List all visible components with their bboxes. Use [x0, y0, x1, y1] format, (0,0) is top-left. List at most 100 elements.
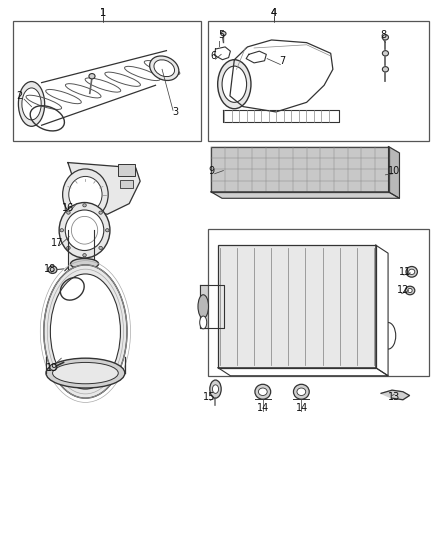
Ellipse shape — [212, 385, 219, 393]
Text: 4: 4 — [271, 9, 277, 18]
Ellipse shape — [50, 364, 57, 370]
Polygon shape — [389, 147, 399, 198]
Ellipse shape — [60, 229, 64, 232]
Ellipse shape — [53, 362, 118, 384]
Polygon shape — [68, 264, 94, 266]
Polygon shape — [68, 240, 94, 242]
Ellipse shape — [67, 246, 70, 249]
Polygon shape — [68, 276, 94, 278]
Text: 14: 14 — [296, 403, 308, 413]
Ellipse shape — [293, 384, 309, 399]
Ellipse shape — [65, 210, 104, 251]
Ellipse shape — [99, 211, 102, 214]
Ellipse shape — [89, 74, 95, 79]
Polygon shape — [223, 110, 339, 122]
Ellipse shape — [255, 384, 271, 399]
Ellipse shape — [67, 211, 70, 214]
Ellipse shape — [221, 31, 226, 36]
Polygon shape — [68, 252, 94, 254]
Polygon shape — [68, 261, 94, 264]
Text: 17: 17 — [51, 238, 63, 247]
Polygon shape — [68, 249, 94, 252]
Ellipse shape — [46, 358, 125, 388]
Polygon shape — [376, 245, 388, 376]
Polygon shape — [68, 237, 94, 240]
Ellipse shape — [83, 254, 86, 257]
Ellipse shape — [154, 60, 175, 77]
Polygon shape — [68, 235, 94, 237]
Ellipse shape — [222, 66, 247, 102]
Text: 8: 8 — [380, 30, 386, 39]
Polygon shape — [215, 47, 230, 60]
Polygon shape — [68, 259, 94, 261]
Ellipse shape — [406, 266, 417, 277]
Polygon shape — [68, 256, 94, 259]
Polygon shape — [68, 297, 94, 300]
Text: 4: 4 — [271, 9, 277, 18]
Polygon shape — [68, 230, 94, 232]
Text: 1: 1 — [100, 9, 106, 18]
Polygon shape — [68, 293, 94, 295]
Ellipse shape — [63, 169, 108, 220]
Text: 7: 7 — [279, 56, 286, 66]
Text: 13: 13 — [388, 392, 400, 402]
Polygon shape — [230, 40, 333, 112]
Ellipse shape — [198, 295, 208, 318]
Ellipse shape — [200, 316, 207, 329]
Polygon shape — [68, 247, 94, 249]
Polygon shape — [68, 278, 94, 280]
Bar — [211, 147, 389, 192]
Polygon shape — [246, 51, 266, 63]
Ellipse shape — [48, 266, 57, 273]
Bar — [118, 164, 135, 176]
Ellipse shape — [382, 35, 389, 40]
Text: 3: 3 — [172, 107, 178, 117]
Text: 11: 11 — [399, 267, 411, 277]
Ellipse shape — [69, 176, 102, 213]
Polygon shape — [68, 271, 94, 273]
Polygon shape — [218, 368, 388, 376]
Polygon shape — [68, 283, 94, 285]
Text: 5: 5 — [218, 30, 224, 39]
Bar — [218, 245, 376, 368]
Ellipse shape — [44, 265, 127, 398]
Text: 10: 10 — [388, 166, 400, 175]
Ellipse shape — [382, 51, 389, 56]
Text: 16: 16 — [62, 203, 74, 213]
Text: 6: 6 — [211, 51, 217, 61]
Ellipse shape — [382, 67, 389, 72]
Text: 15: 15 — [203, 392, 215, 402]
Polygon shape — [68, 232, 94, 235]
Polygon shape — [68, 266, 94, 269]
Polygon shape — [68, 254, 94, 256]
Text: 1: 1 — [100, 9, 106, 18]
Text: 19: 19 — [46, 363, 59, 373]
Ellipse shape — [18, 82, 45, 126]
Ellipse shape — [218, 60, 251, 109]
Ellipse shape — [408, 288, 412, 293]
Text: 14: 14 — [257, 403, 269, 413]
Ellipse shape — [99, 246, 102, 249]
Ellipse shape — [258, 388, 267, 395]
Polygon shape — [68, 245, 94, 247]
Text: 2: 2 — [17, 91, 23, 101]
Text: 12: 12 — [397, 286, 409, 295]
Bar — [13, 21, 201, 141]
Polygon shape — [68, 273, 94, 276]
Polygon shape — [68, 288, 94, 290]
Ellipse shape — [50, 274, 120, 389]
Polygon shape — [68, 290, 94, 293]
Polygon shape — [68, 269, 94, 271]
Bar — [208, 21, 429, 141]
Ellipse shape — [150, 56, 179, 80]
Ellipse shape — [106, 229, 109, 232]
Ellipse shape — [71, 259, 99, 269]
Ellipse shape — [297, 388, 306, 395]
Polygon shape — [211, 192, 399, 198]
Polygon shape — [200, 285, 224, 328]
Bar — [208, 229, 429, 376]
Text: 18: 18 — [44, 264, 57, 274]
Ellipse shape — [409, 269, 415, 274]
Ellipse shape — [59, 203, 110, 258]
Polygon shape — [68, 163, 140, 214]
